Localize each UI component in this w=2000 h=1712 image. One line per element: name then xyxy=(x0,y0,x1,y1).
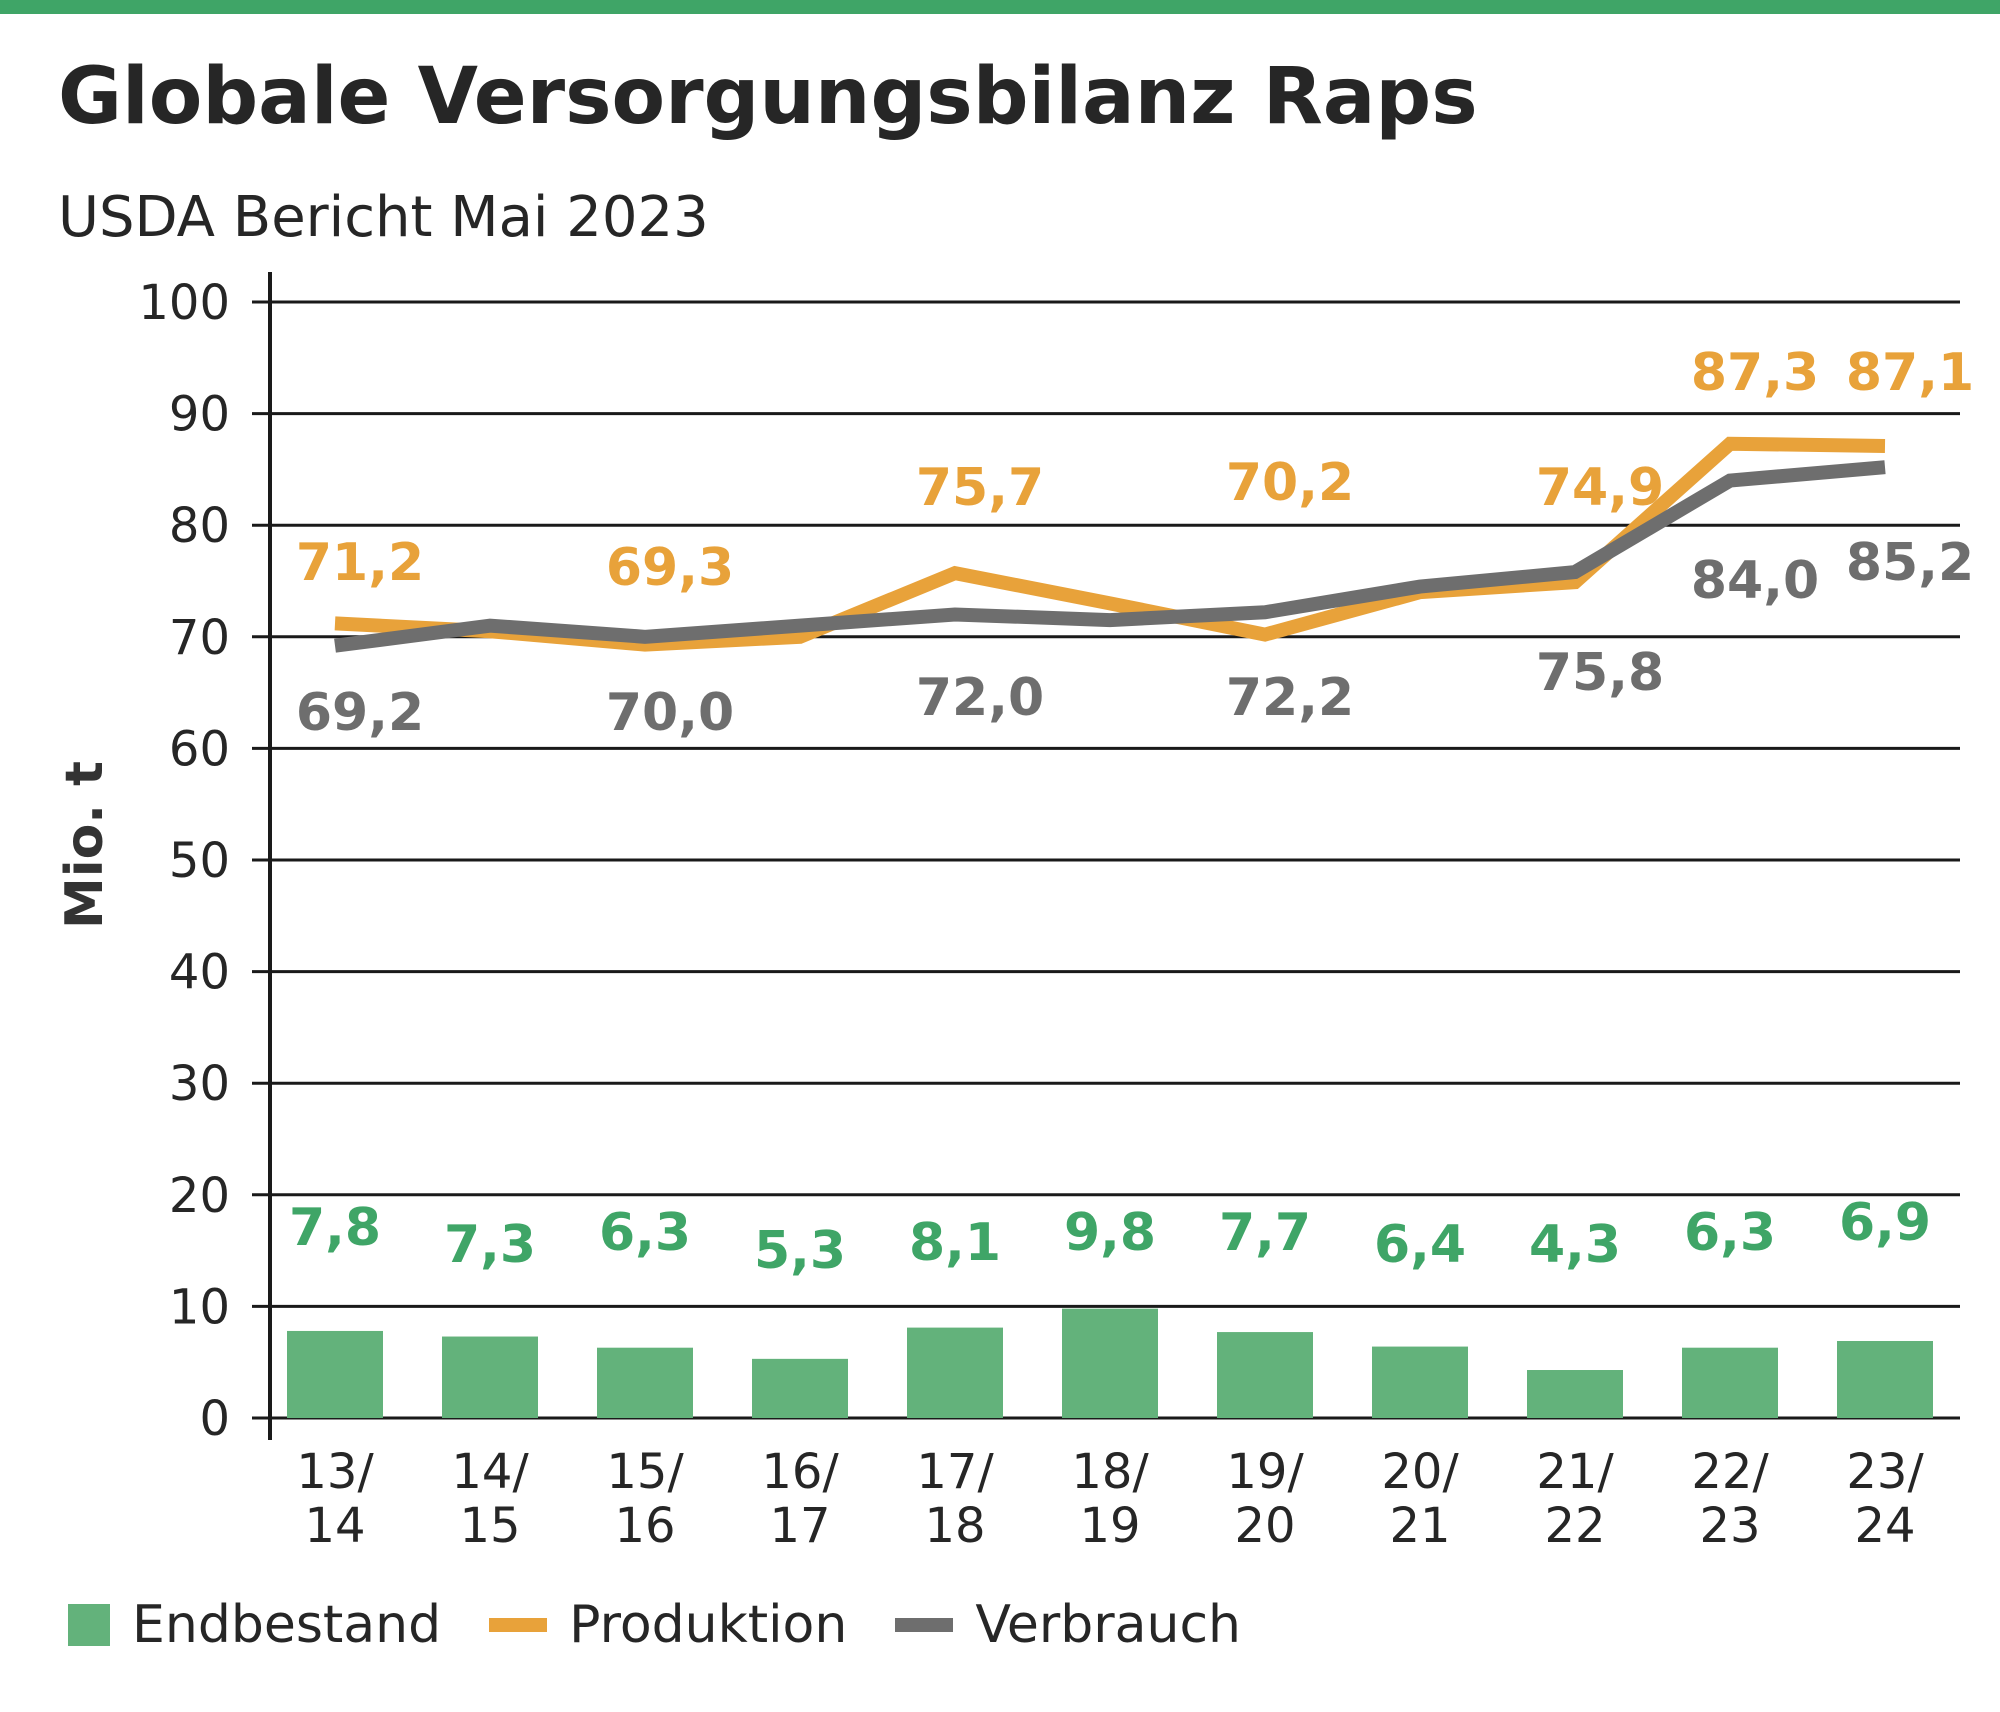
y-tick-label: 70 xyxy=(169,610,230,666)
produktion-value-label: 69,3 xyxy=(606,538,734,598)
endbestand-bar xyxy=(1062,1308,1158,1418)
endbestand-value-label: 7,3 xyxy=(444,1215,536,1275)
produktion-value-label: 74,9 xyxy=(1536,458,1664,518)
legend-item-produktion: Produktion xyxy=(489,1595,847,1655)
endbestand-value-label: 7,8 xyxy=(289,1198,381,1258)
legend-label-verbrauch: Verbrauch xyxy=(975,1595,1241,1655)
verbrauch-value-label: 85,2 xyxy=(1846,533,1974,593)
x-tick-label: 21/22 xyxy=(1536,1444,1614,1554)
endbestand-swatch xyxy=(68,1604,110,1646)
endbestand-bars xyxy=(287,1308,1933,1418)
verbrauch-value-label: 75,8 xyxy=(1536,643,1664,703)
y-tick-label: 80 xyxy=(169,498,230,554)
y-tick-label: 90 xyxy=(169,387,230,443)
endbestand-value-label: 4,3 xyxy=(1529,1215,1621,1275)
legend-label-produktion: Produktion xyxy=(569,1595,848,1655)
x-tick-label: 13/14 xyxy=(296,1444,374,1554)
verbrauch-swatch xyxy=(895,1618,954,1632)
verbrauch-value-label: 72,2 xyxy=(1226,668,1354,728)
grid-lines xyxy=(252,300,1960,1420)
produktion-value-label: 87,3 xyxy=(1691,343,1819,403)
endbestand-value-label: 6,3 xyxy=(1684,1203,1776,1263)
endbestand-value-label: 6,9 xyxy=(1839,1193,1931,1253)
x-tick-label: 16/17 xyxy=(761,1444,839,1554)
legend-item-endbestand: Endbestand xyxy=(68,1595,441,1655)
y-tick-label: 10 xyxy=(169,1279,230,1335)
y-tick-label: 100 xyxy=(138,275,230,331)
y-tick-label: 60 xyxy=(169,721,230,777)
y-tick-label: 40 xyxy=(169,945,230,1001)
verbrauch-value-label: 69,2 xyxy=(296,683,424,743)
verbrauch-value-label: 70,0 xyxy=(606,683,734,743)
x-tick-label: 18/19 xyxy=(1071,1444,1149,1554)
endbestand-bar xyxy=(1372,1346,1468,1418)
x-tick-label: 15/16 xyxy=(606,1444,684,1554)
endbestand-value-label: 6,4 xyxy=(1374,1215,1466,1275)
y-tick-label: 50 xyxy=(169,833,230,889)
x-tick-label: 20/21 xyxy=(1381,1444,1459,1554)
y-tick-label: 20 xyxy=(169,1168,230,1224)
produktion-swatch xyxy=(489,1618,548,1632)
x-tick-label: 23/24 xyxy=(1846,1444,1924,1554)
y-tick-label: 0 xyxy=(199,1391,230,1447)
data-labels: 7,8 7,3 6,3 5,3 8,1 9,8 7,7 6,4 4,3 6,3 6,9 71,2 69,… xyxy=(289,343,1974,1281)
endbestand-bar xyxy=(1837,1340,1933,1418)
endbestand-bar xyxy=(1527,1370,1623,1418)
verbrauch-value-label: 72,0 xyxy=(916,668,1044,728)
endbestand-value-label: 6,3 xyxy=(599,1203,691,1263)
legend: Endbestand Produktion Verbrauch xyxy=(68,1595,1289,1655)
endbestand-bar xyxy=(442,1336,538,1418)
endbestand-value-label: 9,8 xyxy=(1064,1203,1156,1263)
endbestand-value-label: 5,3 xyxy=(754,1221,846,1281)
x-tick-label: 19/20 xyxy=(1226,1444,1304,1554)
verbrauch-line xyxy=(334,460,1886,653)
produktion-value-label: 71,2 xyxy=(296,533,424,593)
y-axis-label: Mio. t xyxy=(55,761,115,929)
produktion-value-label: 75,7 xyxy=(916,458,1044,518)
legend-label-endbestand: Endbestand xyxy=(132,1595,442,1655)
endbestand-value-label: 8,1 xyxy=(909,1213,1001,1273)
endbestand-bar xyxy=(597,1347,693,1418)
chart-title: Globale Versorgungsbilanz Raps xyxy=(58,52,1478,142)
axes: 0 10 20 30 40 50 60 70 80 90 100 13/14 14/15 15/16 16/… xyxy=(138,272,1924,1554)
produktion-value-label: 70,2 xyxy=(1226,453,1354,513)
y-tick-label: 30 xyxy=(169,1056,230,1112)
x-tick-label: 22/23 xyxy=(1691,1444,1769,1554)
top-accent-bar xyxy=(0,0,2000,14)
verbrauch-value-label: 84,0 xyxy=(1691,551,1819,611)
x-tick-label: 17/18 xyxy=(916,1444,994,1554)
endbestand-bar xyxy=(907,1327,1003,1418)
endbestand-bar xyxy=(1682,1347,1778,1418)
chart-subtitle: USDA Bericht Mai 2023 xyxy=(58,185,709,250)
produktion-value-label: 87,1 xyxy=(1846,343,1974,403)
endbestand-bar xyxy=(287,1330,383,1418)
line-series xyxy=(334,436,1886,653)
legend-item-verbrauch: Verbrauch xyxy=(895,1595,1241,1655)
endbestand-value-label: 7,7 xyxy=(1219,1203,1311,1263)
endbestand-bar xyxy=(752,1358,848,1418)
x-tick-label: 14/15 xyxy=(451,1444,529,1554)
endbestand-bar xyxy=(1217,1332,1313,1418)
